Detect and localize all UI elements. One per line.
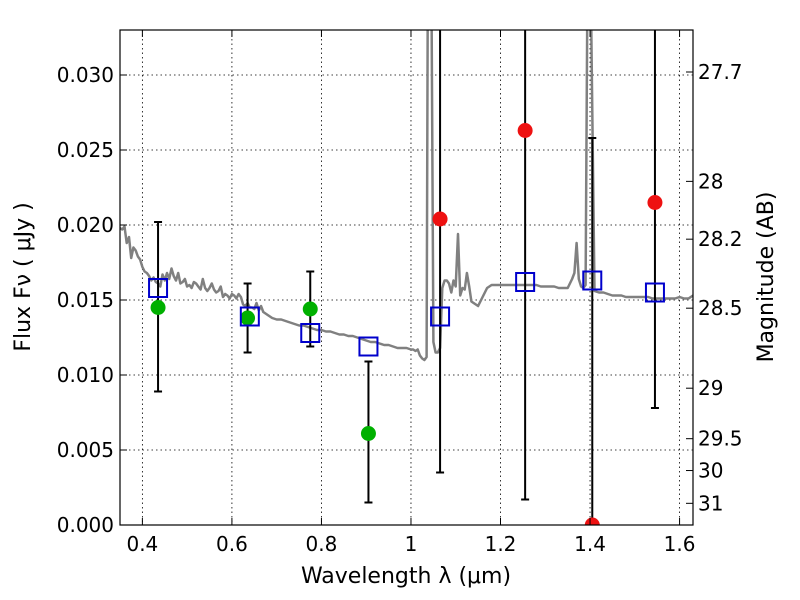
model-photometry-square <box>300 323 321 343</box>
model-photometry-square <box>430 306 451 327</box>
x-axis-label: Wavelength λ (μm) <box>301 564 511 589</box>
detection-point <box>150 300 166 315</box>
model-photometry-square <box>239 306 260 327</box>
observed-points <box>150 123 663 525</box>
magnitude-tick-label: 28 <box>698 169 723 193</box>
magnitude-tick-label: 27.7 <box>698 60 743 84</box>
nondetection-point <box>432 211 448 227</box>
magnitude-axis-label: Magnitude (AB) <box>754 192 779 363</box>
x-tick-label: 1.2 <box>485 532 517 556</box>
nondetection-point <box>647 195 663 210</box>
model-photometry-square <box>515 272 536 292</box>
y-tick-label: 0.030 <box>57 63 114 87</box>
magnitude-tick-label: 30 <box>698 459 723 483</box>
x-tick-label: 0.6 <box>216 532 248 556</box>
grid <box>120 30 693 526</box>
model-photometry <box>148 270 665 357</box>
magnitude-tick-label: 28.2 <box>698 227 743 251</box>
y-tick-label: 0.015 <box>57 288 114 312</box>
plot-frame <box>119 29 694 526</box>
y-axis-label: Flux Fν ( μJy ) <box>11 202 36 351</box>
y-tick-label: 0.010 <box>57 363 114 387</box>
model-photometry-square <box>582 270 603 291</box>
nondetection-point <box>584 517 600 525</box>
y-tick-label: 0.020 <box>57 213 114 237</box>
y-axis-ticks: 0.000 0.005 0.010 0.015 0.020 0.025 0.030 <box>57 63 127 537</box>
detection-point <box>360 426 376 441</box>
magnitude-tick-label: 29.5 <box>698 427 743 451</box>
detection-point <box>240 310 256 326</box>
y-tick-label: 0.005 <box>57 438 114 462</box>
magnitude-axis-ticks: 27.7 28 28.2 28.5 29 29.5 30 31 <box>686 60 743 515</box>
x-tick-label: 1.4 <box>574 532 606 556</box>
model-photometry-square <box>148 278 169 298</box>
error-bars <box>154 30 659 525</box>
x-tick-label: 1.6 <box>664 532 696 556</box>
model-photometry-square <box>644 282 665 303</box>
x-tick-label: 0.4 <box>126 532 158 556</box>
nondetection-point <box>517 123 533 138</box>
x-tick-label: 1 <box>405 532 418 556</box>
magnitude-tick-label: 31 <box>698 491 723 515</box>
y-tick-label: 0.000 <box>57 513 114 537</box>
x-axis-ticks: 0.4 0.6 0.8 1 1.2 1.4 1.6 <box>126 30 695 556</box>
magnitude-tick-label: 29 <box>698 376 723 400</box>
x-tick-label: 0.8 <box>306 532 338 556</box>
y-tick-label: 0.025 <box>57 138 114 162</box>
template-spectrum-line <box>120 30 693 362</box>
detection-point <box>302 301 318 317</box>
model-photometry-square <box>358 336 379 357</box>
magnitude-tick-label: 28.5 <box>698 296 743 320</box>
